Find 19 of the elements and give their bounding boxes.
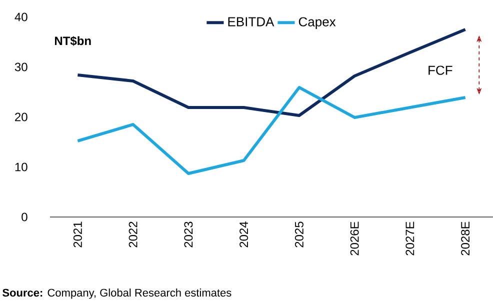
y-tick-label: 0 [22,212,28,222]
line-series [76,86,467,175]
x-tick-label: 2026E [350,222,359,256]
x-tick-label: 2023 [184,222,193,248]
x-tick-label: 2028E [461,222,470,256]
x-tick-label: 2025 [294,222,304,248]
legend-label: Capex [298,17,336,29]
x-tick-label: 2027E [406,222,414,256]
y-tick-label: 20 [15,112,28,122]
y-axis-title: NT$bn [55,36,91,46]
y-tick-label: 30 [14,62,28,72]
x-tick-label: 2021 [73,222,82,248]
y-tick-label: 10 [15,162,28,172]
y-tick-label: 40 [14,12,28,22]
text: Source: Company, Global Research estimates [2,288,232,299]
x-tick-label: 2022 [128,222,138,248]
legend-label: EBITDA [228,17,274,26]
annotation: FCF [428,66,452,75]
x-tick-label: 2024 [240,222,248,248]
